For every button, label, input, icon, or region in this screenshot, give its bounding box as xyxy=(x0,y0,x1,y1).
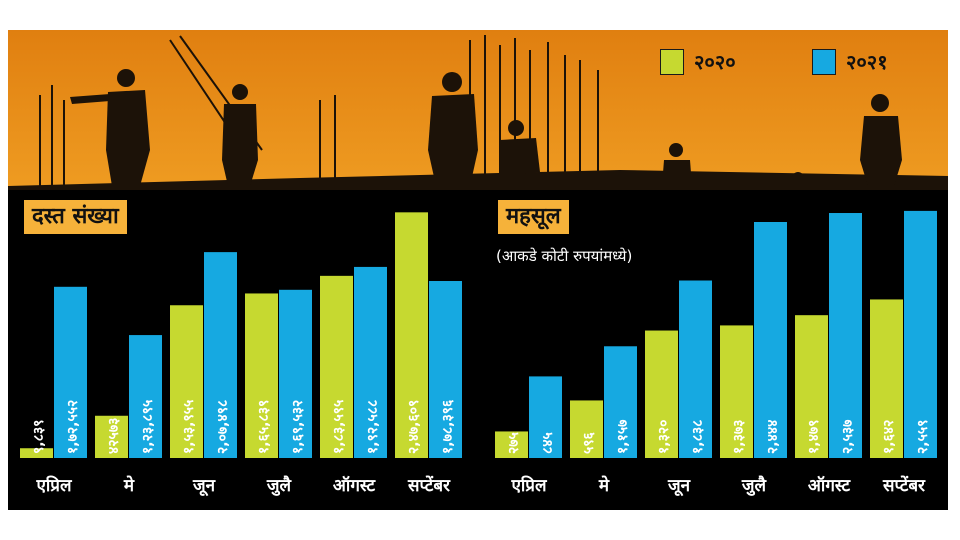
bar-registrations-2020-0 xyxy=(20,448,53,458)
x-tick-label-revenue-0: एप्रिल xyxy=(510,475,547,496)
bar-revenue-2021-4 xyxy=(829,213,862,458)
data-label-revenue-2020-2: १,३२० xyxy=(656,420,672,454)
data-label-registrations-2021-2: २,०७,४९८ xyxy=(215,400,231,454)
bar-revenue-2020-3 xyxy=(720,325,753,458)
x-tick-label-revenue-5: सप्टेंबर xyxy=(882,475,926,496)
data-label-revenue-2020-4: १,४७९ xyxy=(806,420,822,454)
bar-revenue-2021-5 xyxy=(904,210,937,458)
bar-revenue-2021-2 xyxy=(679,280,712,458)
legend-swatch-2020 xyxy=(660,48,684,75)
bar-registrations-2021-5 xyxy=(429,281,462,458)
data-label-revenue-2021-0: ८४५ xyxy=(540,432,556,454)
legend-label-2021: २०२१ xyxy=(846,50,888,74)
bar-registrations-2021-1 xyxy=(129,335,162,458)
data-label-registrations-2021-4: १,९२,५८८ xyxy=(365,400,381,454)
data-label-registrations-2020-1: ४२५७३ xyxy=(106,418,122,454)
bar-revenue-2020-0 xyxy=(495,431,528,458)
legend-swatch-2021 xyxy=(812,48,836,75)
bar-registrations-2020-5 xyxy=(395,212,428,458)
data-label-revenue-2021-5: २,५५९ xyxy=(915,420,931,454)
data-label-registrations-2020-3: १,६५,८३९ xyxy=(256,400,272,454)
data-label-registrations-2021-1: १,२३,८९५ xyxy=(140,400,156,454)
data-label-revenue-2021-4: २,५३७ xyxy=(840,420,856,454)
data-label-registrations-2021-3: १,६९,५३२ xyxy=(290,400,306,454)
x-tick-label-revenue-4: ऑगस्ट xyxy=(808,475,852,496)
data-label-revenue-2021-2: १,८३८ xyxy=(690,420,706,454)
bar-revenue-2020-1 xyxy=(570,400,603,458)
bar-registrations-2020-1 xyxy=(95,415,128,458)
bar-registrations-2020-3 xyxy=(245,293,278,458)
legend-2020: २०२० xyxy=(660,48,736,75)
data-label-registrations-2021-5: १,७८,३९६ xyxy=(440,399,456,454)
bar-registrations-2020-2 xyxy=(170,305,203,458)
x-tick-label-revenue-3: जुलै xyxy=(741,475,768,496)
bar-registrations-2021-2 xyxy=(204,252,237,458)
data-label-revenue-2020-0: २७५ xyxy=(506,432,522,454)
data-label-revenue-2020-3: १,३७३ xyxy=(731,420,747,454)
x-tick-label-registrations-1: मे xyxy=(123,475,135,496)
data-label-registrations-2020-0: ९,८३९ xyxy=(31,420,47,454)
bar-revenue-2020-4 xyxy=(795,315,828,458)
x-tick-label-revenue-1: मे xyxy=(598,475,610,496)
bar-revenue-2020-5 xyxy=(870,299,903,458)
x-tick-label-registrations-3: जुलै xyxy=(266,475,293,496)
x-tick-label-registrations-0: एप्रिल xyxy=(35,475,72,496)
x-tick-label-revenue-2: जून xyxy=(667,476,691,497)
chart-panel xyxy=(8,190,948,510)
bar-registrations-2021-0 xyxy=(54,286,87,458)
bar-revenue-2020-2 xyxy=(645,330,678,458)
legend-label-2020: २०२० xyxy=(694,50,736,74)
x-tick-label-registrations-4: ऑगस्ट xyxy=(333,475,377,496)
chart-subtitle-revenue: (आकडे कोटी रुपयांमध्ये) xyxy=(496,247,633,265)
data-label-revenue-2021-3: २,४४४ xyxy=(765,420,781,454)
bar-revenue-2021-3 xyxy=(754,221,787,458)
bar-revenue-2021-0 xyxy=(529,376,562,458)
chart-title-revenue: महसूल xyxy=(498,200,569,234)
x-tick-label-registrations-2: जून xyxy=(192,476,216,497)
data-label-registrations-2020-4: १,८३,५९५ xyxy=(331,400,347,454)
legend-2021: २०२१ xyxy=(812,48,888,75)
x-axis-band xyxy=(8,460,948,510)
chart-title-registrations: दस्त संख्या xyxy=(24,200,127,234)
bar-revenue-2021-1 xyxy=(604,346,637,458)
bar-registrations-2021-3 xyxy=(279,289,312,458)
bar-registrations-2021-4 xyxy=(354,266,387,458)
x-tick-label-registrations-5: सप्टेंबर xyxy=(407,475,451,496)
data-label-revenue-2021-1: १,१५७ xyxy=(615,420,631,454)
data-label-revenue-2020-1: ५९६ xyxy=(581,431,597,454)
data-label-registrations-2021-0: १,७२,५५२ xyxy=(65,400,81,454)
data-label-registrations-2020-5: २,४७,६०९ xyxy=(406,400,422,454)
data-label-revenue-2020-5: १,६४२ xyxy=(881,420,897,454)
data-label-registrations-2020-2: १,५३,९५५ xyxy=(181,400,197,454)
bar-registrations-2020-4 xyxy=(320,275,353,458)
